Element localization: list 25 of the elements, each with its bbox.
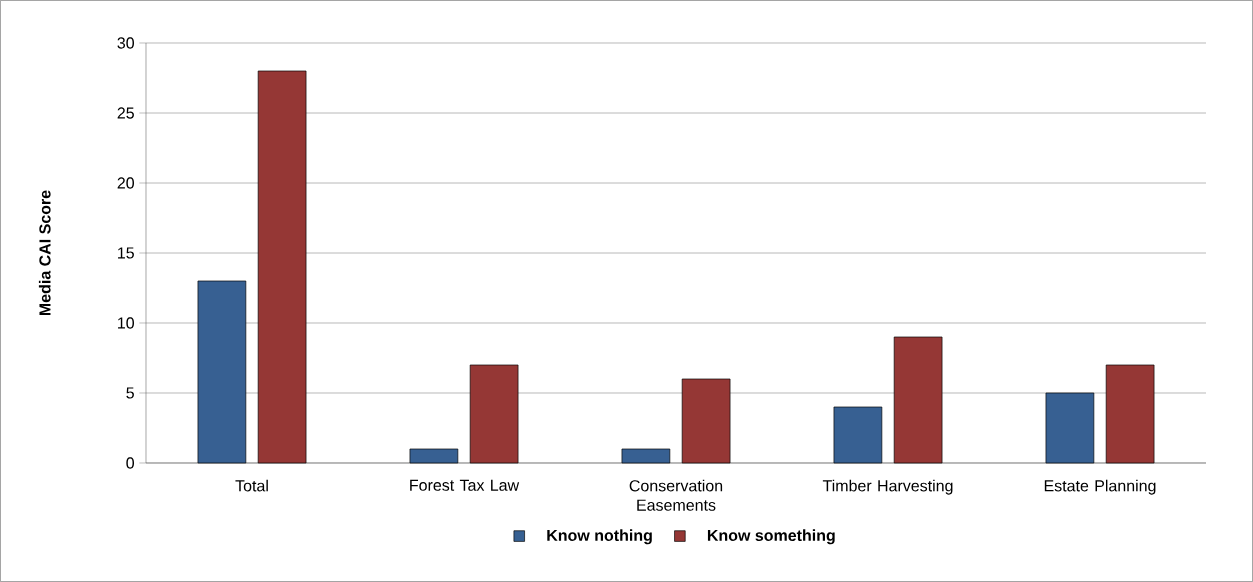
- bar: [469, 364, 519, 464]
- bar: [621, 448, 671, 464]
- x-tick-label: Total: [235, 479, 268, 492]
- bar: [681, 378, 731, 464]
- bar: [833, 406, 883, 464]
- bar: [1105, 364, 1155, 464]
- bar: [1045, 392, 1095, 464]
- bar: [893, 336, 943, 464]
- y-tick-label: 25: [117, 107, 134, 119]
- y-tick-label: 20: [117, 177, 134, 189]
- bar: [257, 70, 307, 464]
- y-tick-label: 5: [126, 387, 134, 399]
- x-tick-label: Estate Planning: [1044, 479, 1156, 495]
- legend-label: Know nothing: [547, 529, 652, 545]
- bar: [197, 280, 247, 464]
- x-tick-label: Conservation Easements: [629, 479, 723, 511]
- y-tick-label: 15: [118, 247, 134, 259]
- y-tick-label: 10: [118, 317, 134, 329]
- y-tick-label: 30: [117, 37, 134, 49]
- x-tick-label: Timber Harvesting: [822, 479, 953, 495]
- legend-label: Know something: [707, 529, 835, 545]
- x-tick-label: Forest Tax Law: [410, 479, 520, 491]
- bar: [409, 448, 459, 464]
- y-tick-label: 0: [126, 457, 134, 469]
- y-axis-title: Media CAI Score: [38, 190, 51, 316]
